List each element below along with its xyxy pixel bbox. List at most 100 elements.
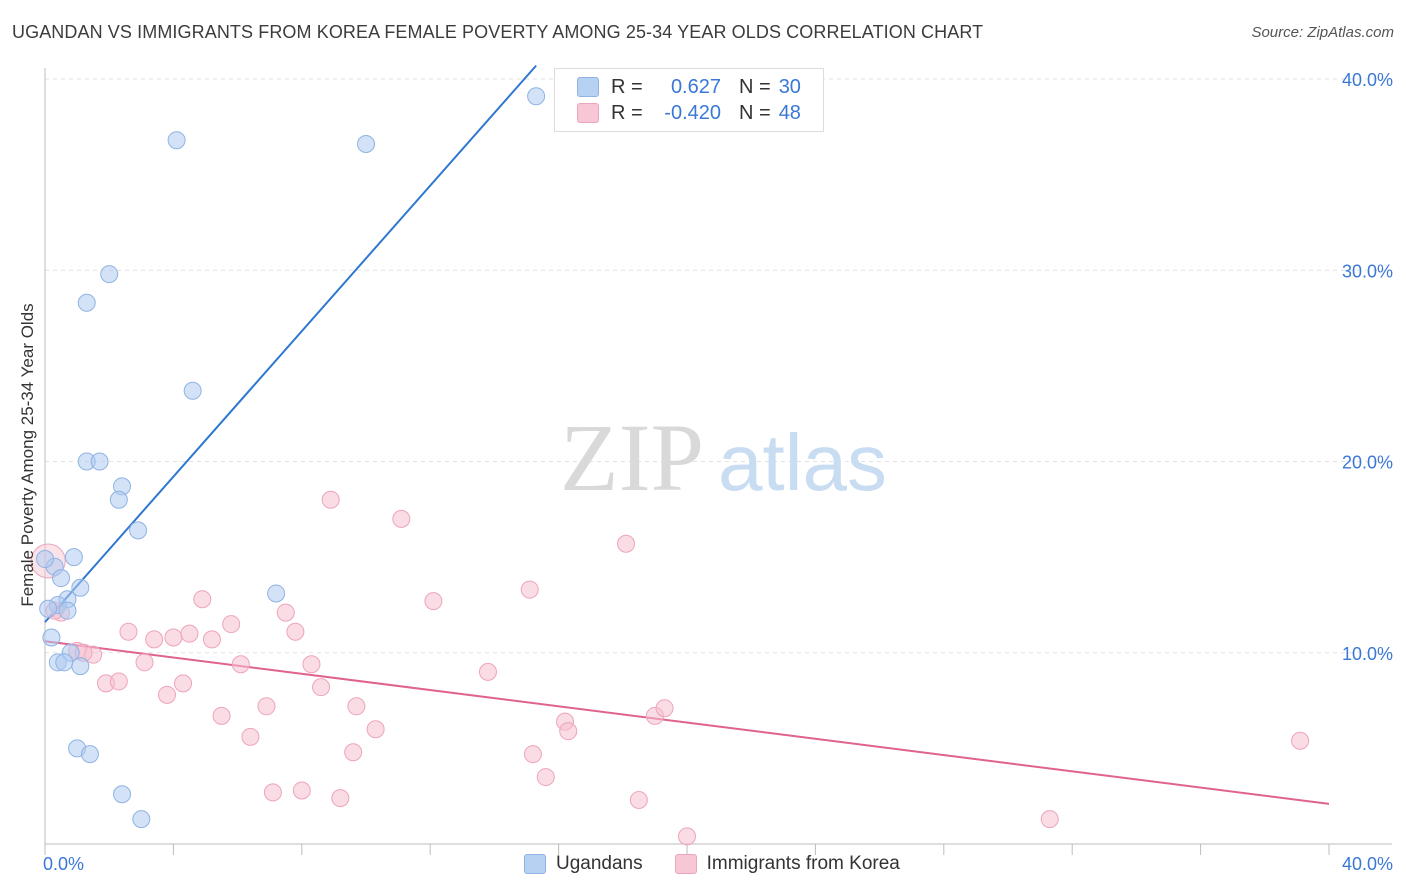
chart-title: UGANDAN VS IMMIGRANTS FROM KOREA FEMALE … — [12, 22, 984, 42]
korea-point — [135, 653, 154, 672]
korea-point — [276, 603, 295, 622]
x-tick-label: 0.0% — [43, 854, 84, 874]
korea-point — [520, 580, 539, 599]
axes — [44, 68, 1392, 855]
korea-point — [292, 781, 311, 800]
korea-point — [344, 743, 363, 762]
korea-point — [424, 592, 443, 611]
korea-point — [478, 662, 497, 681]
legend-r-value: -0.420 — [664, 101, 721, 124]
korea-point — [302, 655, 321, 674]
korea-point — [286, 622, 305, 641]
korea-point — [145, 630, 164, 649]
trend-lines — [44, 64, 1330, 805]
ugandans-point — [109, 490, 128, 509]
ugandans-point — [527, 87, 546, 106]
legend-swatch-blue — [577, 77, 599, 97]
legend-label-korea: Immigrants from Korea — [706, 853, 900, 874]
ugandans-point — [36, 550, 54, 569]
korea-point — [241, 727, 260, 746]
ugandans-point — [267, 584, 286, 603]
korea-point — [109, 672, 128, 691]
ugandans-point — [167, 131, 186, 150]
korea-point — [523, 745, 542, 764]
korea-point — [347, 697, 366, 716]
korea-point — [392, 509, 411, 528]
korea-point — [1040, 810, 1059, 829]
watermark-zip: ZIP — [560, 404, 704, 511]
korea-point — [257, 697, 276, 716]
ugandans-point — [52, 569, 71, 588]
korea-point — [222, 615, 241, 634]
legend-n-label: N = — [739, 75, 771, 98]
legend-item-ugandans: Ugandans — [524, 853, 643, 875]
chart-source: Source: ZipAtlas.com — [1251, 24, 1394, 41]
korea-point — [231, 655, 250, 674]
legend-r-label: R = — [611, 101, 643, 124]
ugandans-point — [58, 601, 77, 620]
korea-point — [263, 783, 282, 802]
korea-point — [202, 630, 221, 649]
ugandans-point — [129, 521, 148, 540]
x-tick-label: 40.0% — [1342, 854, 1393, 874]
legend-label-ugandans: Ugandans — [556, 853, 643, 874]
gridlines — [45, 78, 1392, 654]
korea-point — [331, 789, 350, 808]
korea-point — [559, 722, 578, 741]
watermark-atlas: atlas — [718, 418, 887, 507]
korea-point — [655, 699, 674, 718]
legend-swatch-pink — [577, 103, 599, 123]
ugandans-point — [357, 135, 375, 154]
korea-point — [164, 628, 183, 647]
data-points — [30, 87, 1310, 846]
korea-point — [629, 791, 648, 810]
y-tick-label: 30.0% — [1342, 261, 1393, 281]
legend-n-label: N = — [739, 101, 771, 124]
ugandans-point — [90, 452, 109, 471]
korea-trend-line — [44, 640, 1330, 805]
ugandans-point — [71, 578, 90, 597]
y-tick-label: 20.0% — [1342, 453, 1393, 473]
korea-point — [678, 827, 696, 846]
ugandans-point — [39, 599, 58, 618]
ugandans-point — [77, 293, 96, 312]
ugandans-point — [42, 628, 61, 647]
legend-swatch-blue — [524, 854, 546, 874]
korea-point — [180, 624, 199, 643]
korea-point — [174, 674, 193, 693]
ugandans-trend-line — [44, 64, 537, 623]
korea-point — [119, 622, 138, 641]
y-tick-label: 40.0% — [1342, 70, 1393, 90]
korea-point — [366, 720, 385, 739]
correlation-legend: R = 0.627 N = 30 R = -0.420 N = 48 — [554, 68, 824, 132]
ugandans-point — [80, 745, 99, 764]
legend-item-korea: Immigrants from Korea — [674, 853, 900, 875]
ugandans-point — [100, 265, 119, 284]
series-legend: Ugandans Immigrants from Korea — [524, 852, 932, 876]
korea-point — [157, 685, 176, 704]
korea-point — [1291, 731, 1310, 750]
ugandans-point — [113, 785, 132, 804]
ugandans-point — [183, 381, 202, 400]
y-axis-label: Female Poverty Among 25-34 Year Olds — [18, 303, 37, 606]
korea-point — [321, 490, 340, 509]
korea-point — [193, 590, 212, 609]
korea-point — [617, 534, 636, 553]
ugandans-point — [132, 810, 151, 829]
legend-r-value: 0.627 — [670, 75, 721, 98]
korea-point — [312, 678, 331, 697]
korea-point — [212, 706, 231, 725]
y-tick-label: 10.0% — [1342, 644, 1393, 664]
korea-point — [536, 768, 555, 787]
ugandans-point — [64, 548, 83, 567]
watermark: ZIP atlas — [560, 404, 887, 511]
ugandans-point — [71, 657, 90, 676]
legend-row-korea: R = -0.420 N = 48 — [577, 100, 801, 126]
legend-n-value: 48 — [778, 101, 801, 124]
legend-r-label: R = — [611, 75, 643, 98]
ugandans-point — [55, 653, 74, 672]
legend-swatch-pink — [674, 854, 697, 874]
legend-row-ugandans: R = 0.627 N = 30 — [577, 74, 801, 100]
tick-labels: 10.0% 20.0% 30.0% 40.0% 0.0% 40.0% — [43, 70, 1393, 874]
